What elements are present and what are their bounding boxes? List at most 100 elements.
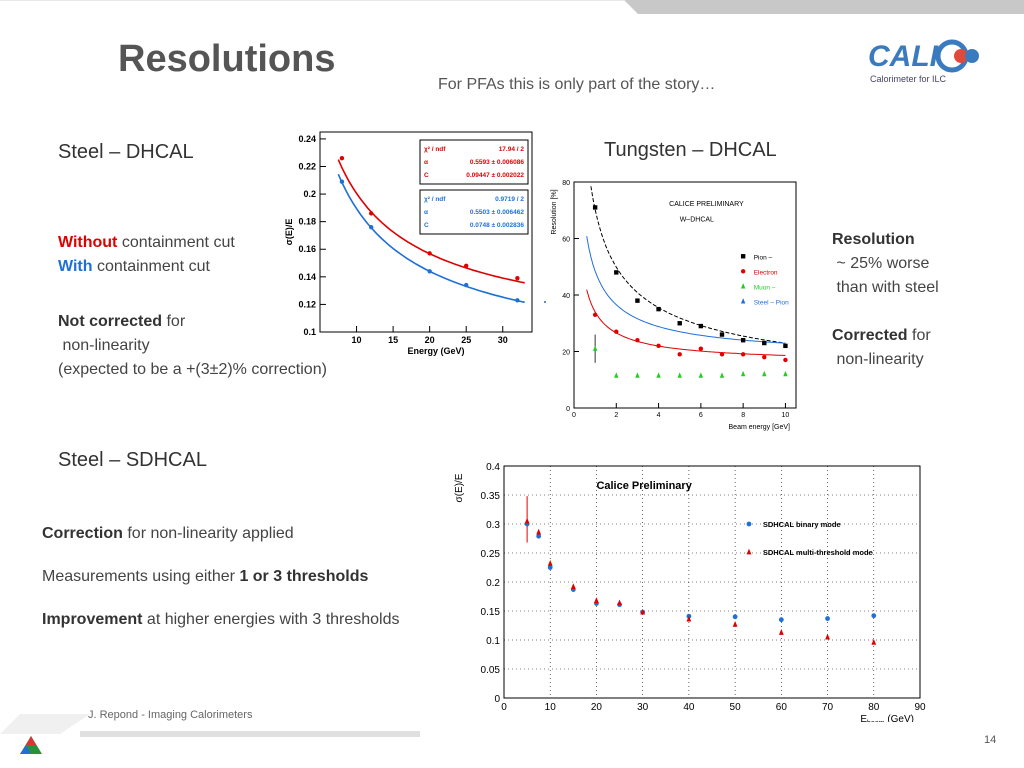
data-point-blue [547, 565, 553, 570]
data-point-red [732, 620, 738, 627]
fit-param-value: 0.0748 ± 0.002836 [470, 222, 525, 229]
data-point-red [547, 560, 553, 566]
improvement-line: Improvement at higher energies with 3 th… [42, 608, 400, 632]
data-point-red [464, 263, 469, 268]
x-tick-label: 20 [591, 702, 603, 713]
data-point-red [614, 329, 619, 334]
data-point-black [740, 338, 746, 343]
data-point-green [656, 372, 661, 378]
x-axis-label: Energy (GeV) [407, 346, 464, 356]
y-axis-label: Resolution [%] [551, 189, 558, 234]
data-point-red [536, 528, 542, 535]
not-corrected-for: for [162, 313, 186, 330]
x-tick-label: 30 [498, 335, 508, 345]
x-tick-label: 60 [776, 702, 788, 713]
data-point-green [719, 372, 725, 378]
nonlinearity-line-right: non-linearity [832, 351, 924, 368]
data-point-red [617, 599, 622, 606]
x-tick-label: 15 [388, 335, 398, 345]
correction-word: Correction [42, 525, 123, 542]
measurement-line: Measurements using either 1 or 3 thresho… [42, 565, 368, 589]
data-point-blue [871, 613, 877, 619]
data-point-black [677, 321, 682, 326]
data-point-black [614, 270, 619, 275]
x-tick-label: 10 [782, 412, 790, 419]
fit-param-value: 0.09447 ± 0.002022 [466, 172, 524, 179]
without-word: Without [58, 234, 118, 251]
x-tick-label: 0 [501, 702, 507, 713]
legend-marker [740, 283, 746, 289]
without-rest: containment cut [117, 234, 235, 251]
y-tick-label: 0.22 [298, 161, 316, 171]
legend-label: Pion – [754, 254, 773, 261]
legend-marker [746, 521, 752, 527]
legend-label: SDHCAL multi-threshold mode [763, 548, 873, 557]
y-tick-label: 0.2 [303, 189, 316, 199]
with-containment-line: With containment cut [58, 255, 210, 279]
steel-sdhcal-chart: 0 0.05 0.1 0.15 0.2 0.25 0.3 0.35 0.4 0 10 20 30 40 50… [448, 458, 938, 722]
data-point-red [515, 276, 520, 281]
improvement-word: Improvement [42, 611, 143, 628]
data-point-green [614, 372, 619, 378]
not-corrected-line: Not corrected for [58, 310, 185, 334]
data-point-red [871, 638, 877, 645]
data-point-blue [427, 269, 432, 274]
data-point-blue [778, 617, 784, 623]
data-point-blue [536, 533, 542, 539]
y-tick-label: 0.25 [481, 549, 501, 560]
steel-dhcal-chart: 0.1 0.12 0.14 0.16 0.18 0.2 0.22 0.24 10 15 20 25 30… [284, 120, 540, 358]
data-point-red [368, 211, 374, 216]
fit-param-label: α [424, 209, 428, 216]
y-axis-label: σ(E)/E [454, 473, 465, 502]
x-tick-label: 0 [572, 412, 576, 419]
fit-box [419, 189, 529, 235]
y-tick-label: 0 [566, 406, 570, 413]
data-point-red [656, 343, 661, 349]
fit-param-label: χ² / ndf [424, 146, 446, 153]
data-point-green [677, 372, 682, 378]
x-tick-label: 80 [868, 702, 880, 713]
x-tick-label: 6 [699, 412, 703, 419]
y-tick-label: 80 [562, 180, 570, 187]
top-decorative-bar [0, 0, 1024, 14]
legend-marker [740, 254, 746, 259]
data-point-blue [368, 224, 374, 230]
data-point-blue [464, 282, 469, 288]
y-tick-label: 60 [562, 237, 570, 244]
data-point-green [635, 372, 640, 378]
data-point-black [698, 323, 704, 329]
y-tick-label: 20 [562, 350, 570, 357]
x-tick-label: 10 [545, 702, 557, 713]
x-tick-label: 70 [822, 702, 834, 713]
calice-logo: CALI Calorimeter for ILC [864, 32, 984, 88]
nonlinearity-line-left: non-linearity [58, 337, 150, 354]
data-point-red [719, 352, 725, 357]
fit-param-label: α [424, 159, 428, 166]
bottom-decoration [0, 714, 420, 737]
steel-dhcal-heading: Steel – DHCAL [58, 141, 194, 163]
chart-title: Calice Preliminary [596, 480, 692, 492]
fit-param-value: 0.5503 ± 0.006462 [470, 209, 525, 216]
data-point-red [686, 615, 692, 622]
data-point-green [698, 372, 704, 378]
page-number: 14 [984, 734, 997, 746]
tungsten-dhcal-heading: Tungsten – DHCAL [604, 139, 777, 161]
data-point-red [524, 517, 530, 524]
data-point-red [677, 352, 682, 357]
data-point-black [592, 205, 598, 210]
data-point-green [762, 370, 767, 377]
legend-marker [740, 269, 746, 274]
correction-rest: for non-linearity applied [122, 525, 294, 542]
data-point-red [640, 608, 646, 615]
resolution-worse-line2: than with steel [832, 279, 939, 296]
chart-subtitle: W–DHCAL [680, 217, 714, 224]
x-tick-label: 20 [425, 335, 435, 345]
data-point-blue [732, 614, 738, 620]
y-tick-label: 0.16 [298, 244, 316, 254]
x-tick-label: 90 [914, 702, 926, 713]
y-tick-label: 0 [494, 694, 500, 705]
logo-caption: Calorimeter for ILC [870, 74, 947, 84]
data-point-black [719, 332, 725, 337]
data-point-black [635, 298, 640, 303]
with-word: With [58, 258, 93, 275]
